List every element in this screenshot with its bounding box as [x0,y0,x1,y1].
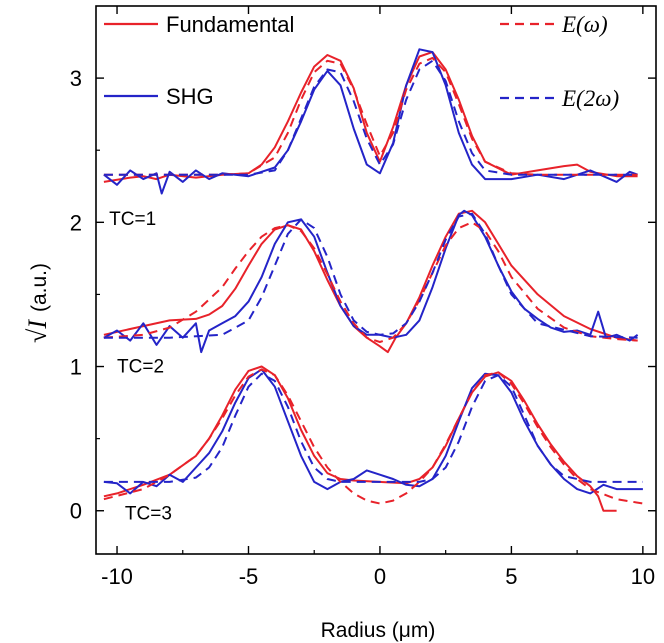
series-line-tc-2-e-2- [103,212,638,339]
series-line-tc-1-e-2- [103,59,638,176]
annotation-tc3: TC=3 [125,503,172,524]
y-axis-title-symbol: √I [23,319,52,343]
series-line-tc-3-fundamental [103,365,617,512]
annotation-tc2: TC=2 [117,356,164,377]
x-tick-label: 10 [631,564,655,589]
plot-frame [95,5,657,555]
legend-label-fundamental: Fundamental [166,12,294,37]
series-line-tc-1-shg [103,48,638,195]
annotations: TC=1 TC=2 TC=3 [109,209,172,524]
series-line-tc-2-shg [103,209,639,354]
x-tick-label: 0 [374,564,386,589]
legend: Fundamental SHG E(ω) E(2ω) [104,12,619,111]
series-line-tc-1-e- [103,56,638,176]
x-axis: -10 -5 0 5 10 [101,6,655,589]
x-axis-title: Radius (μm) [321,619,436,642]
y-tick-label: 1 [70,355,82,380]
x-tick-label: 5 [505,564,517,589]
series-line-tc-2-fundamental [103,209,638,354]
legend-label-shg: SHG [166,84,214,109]
legend-label-e-omega: E(ω) [561,12,608,37]
y-tick-label: 0 [70,499,82,524]
y-axis: 0 1 2 3 [70,66,656,524]
x-tick-label: -10 [101,564,133,589]
y-axis-title: √I (a.u.) [23,263,52,343]
y-tick-label: 2 [70,210,82,235]
plot-curves [103,48,644,512]
x-tick-label: -5 [239,564,259,589]
series-line-tc-3-e- [103,368,644,505]
y-axis-title-unit: (a.u.) [28,263,51,312]
series-line-tc-1-fundamental [103,51,638,183]
annotation-tc1: TC=1 [109,209,156,230]
series-line-tc-2-e- [103,221,638,343]
series-line-tc-3-e-2- [103,372,643,483]
legend-label-e-2omega: E(2ω) [561,86,619,111]
y-tick-label: 3 [70,66,82,91]
